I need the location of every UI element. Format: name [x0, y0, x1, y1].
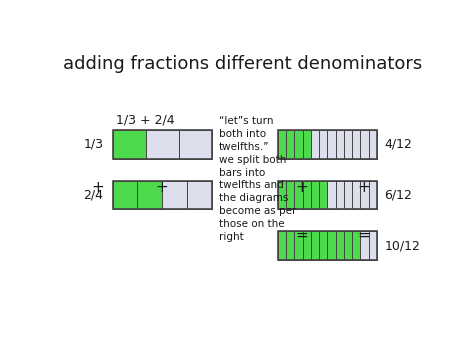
Bar — [112, 181, 212, 209]
Bar — [360, 181, 369, 209]
Bar — [278, 231, 286, 260]
Text: =: = — [295, 228, 308, 243]
Bar — [286, 181, 294, 209]
Text: 1/3 + 2/4: 1/3 + 2/4 — [116, 114, 175, 127]
Bar — [294, 130, 302, 159]
Bar — [146, 130, 179, 159]
Bar — [319, 231, 328, 260]
Bar — [319, 181, 328, 209]
Bar — [137, 181, 162, 209]
Bar — [319, 130, 328, 159]
Bar — [179, 130, 212, 159]
Bar — [302, 130, 311, 159]
Bar — [360, 130, 369, 159]
Text: +: + — [156, 180, 168, 195]
Text: 4/12: 4/12 — [384, 138, 412, 151]
Bar — [294, 181, 302, 209]
Bar — [328, 181, 336, 209]
Bar — [278, 181, 286, 209]
Text: 1/3: 1/3 — [83, 138, 103, 151]
Bar — [162, 181, 187, 209]
Text: adding fractions different denominators: adding fractions different denominators — [64, 55, 422, 73]
Bar — [278, 130, 377, 159]
Text: +: + — [358, 180, 371, 195]
Bar — [336, 231, 344, 260]
Bar — [286, 130, 294, 159]
Bar — [311, 181, 319, 209]
Bar — [112, 130, 146, 159]
Bar — [352, 181, 360, 209]
Bar — [369, 130, 377, 159]
Text: +: + — [91, 180, 104, 195]
Text: 10/12: 10/12 — [384, 239, 420, 252]
Bar — [344, 181, 352, 209]
Bar — [302, 231, 311, 260]
Bar — [294, 231, 302, 260]
Bar — [360, 231, 369, 260]
Text: +: + — [295, 180, 308, 195]
Bar — [328, 231, 336, 260]
Bar — [369, 231, 377, 260]
Bar — [369, 181, 377, 209]
Bar — [352, 231, 360, 260]
Bar — [311, 130, 319, 159]
Text: “let”s turn
both into
twelfths.”
we split both
bars into
twelfths and
the diagra: “let”s turn both into twelfths.” we spli… — [219, 116, 296, 242]
Bar — [336, 181, 344, 209]
Bar — [344, 130, 352, 159]
Bar — [336, 130, 344, 159]
Bar — [328, 130, 336, 159]
Bar — [112, 130, 212, 159]
Bar — [302, 181, 311, 209]
Bar — [112, 181, 137, 209]
Bar — [278, 181, 377, 209]
Bar — [278, 130, 286, 159]
Bar — [352, 130, 360, 159]
Bar — [278, 231, 377, 260]
Bar — [344, 231, 352, 260]
Bar — [187, 181, 212, 209]
Text: 2/4: 2/4 — [83, 189, 103, 202]
Text: 6/12: 6/12 — [384, 189, 412, 202]
Text: =: = — [358, 228, 371, 243]
Bar — [311, 231, 319, 260]
Bar — [286, 231, 294, 260]
